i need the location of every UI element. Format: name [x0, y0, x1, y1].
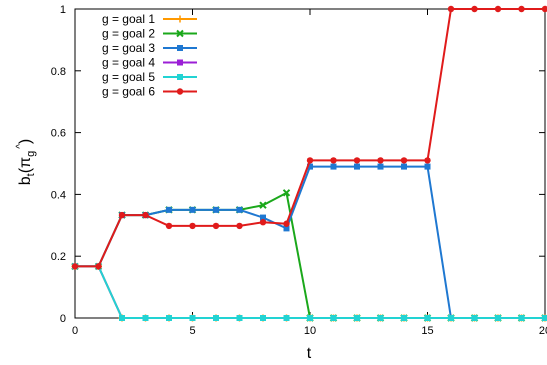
data-point: [354, 163, 360, 170]
y-tick-label: 0.4: [51, 189, 66, 201]
data-point: [541, 5, 547, 13]
data-point: [236, 315, 243, 321]
data-point: [166, 315, 172, 321]
data-point: [236, 206, 243, 213]
data-point: [71, 263, 79, 270]
series-goal-5: [72, 263, 547, 321]
data-point: [471, 5, 478, 13]
y-axis-title-main: b: [17, 176, 34, 185]
y-tick-label: 0.2: [51, 251, 66, 263]
legend-marker: [177, 45, 183, 51]
data-point: [424, 163, 431, 170]
data-point: [283, 225, 290, 232]
y-axis-title-arg-sub: g: [25, 151, 37, 157]
data-point: [307, 163, 313, 170]
y-tick-label: 0.8: [51, 66, 66, 78]
legend-marker: [176, 15, 184, 23]
y-tick-label: 1: [60, 4, 66, 16]
data-point: [213, 315, 219, 321]
data-point: [377, 157, 384, 164]
data-point: [542, 315, 547, 321]
data-point: [424, 315, 431, 321]
data-point: [118, 211, 126, 219]
data-point: [306, 157, 314, 164]
legend-marker: [177, 59, 183, 66]
y-axis-title-arg-sup: ^: [15, 144, 26, 149]
series-lines: [71, 5, 547, 322]
series-line: [75, 165, 545, 319]
data-point: [212, 222, 220, 230]
data-point: [259, 219, 267, 226]
data-point: [330, 157, 337, 164]
data-point: [518, 315, 525, 321]
data-point: [213, 206, 219, 213]
tick-labels: 0 5 10 15 20 0 0.2 0.4 0.6 0.8 1: [51, 4, 547, 337]
y-axis-title: bt(πg ^): [15, 139, 37, 186]
data-point: [448, 315, 454, 321]
legend-label: g = goal 2: [102, 27, 155, 41]
data-point: [401, 163, 407, 170]
y-tick-label: 0.6: [51, 128, 66, 140]
legend-label: g = goal 1: [102, 12, 155, 26]
series-goal-2: [71, 189, 547, 322]
data-point: [354, 315, 360, 321]
data-point: [142, 315, 149, 321]
data-point: [495, 315, 501, 321]
legend-label: g = goal 3: [102, 41, 155, 55]
data-point: [283, 315, 290, 321]
data-point: [236, 222, 243, 230]
x-tick-label: 5: [189, 325, 195, 337]
data-point: [95, 263, 102, 270]
data-point: [189, 222, 196, 230]
data-point: [447, 5, 455, 13]
data-point: [142, 211, 149, 219]
legend: g = goal 1g = goal 2g = goal 3g = goal 4…: [102, 12, 197, 99]
y-axis-title-close: ): [17, 139, 34, 144]
data-point: [377, 315, 384, 321]
data-point: [165, 222, 173, 230]
legend-marker: [176, 29, 184, 38]
y-axis-title-sub: t: [25, 173, 37, 176]
data-point: [189, 206, 196, 213]
legend-marker: [177, 74, 183, 80]
x-axis-title: t: [307, 345, 312, 362]
data-point: [307, 315, 313, 321]
y-tick-label: 0: [60, 313, 66, 325]
x-tick-label: 0: [72, 325, 78, 337]
data-point: [494, 5, 502, 13]
data-point: [166, 206, 172, 213]
data-point: [330, 315, 337, 321]
y-axis-title-arg: (π: [17, 157, 34, 173]
data-point: [283, 220, 290, 227]
series-goal-6: [71, 5, 547, 270]
series-line: [75, 265, 545, 319]
x-tick-label: 15: [421, 325, 433, 337]
data-point: [119, 315, 125, 321]
legend-label: g = goal 4: [102, 56, 155, 70]
data-point: [353, 157, 361, 164]
data-point: [401, 315, 407, 321]
series-line: [75, 191, 545, 319]
x-tick-label: 10: [304, 325, 316, 337]
series-line: [75, 265, 545, 319]
data-point: [330, 163, 337, 170]
data-point: [189, 315, 196, 321]
data-point: [377, 163, 384, 170]
data-point: [259, 201, 267, 209]
legend-label: g = goal 6: [102, 85, 155, 99]
data-point: [400, 157, 408, 164]
x-tick-label: 20: [539, 325, 547, 337]
legend-marker: [176, 88, 184, 95]
data-point: [471, 315, 478, 321]
data-point: [260, 315, 266, 321]
data-point: [282, 189, 291, 197]
legend-label: g = goal 5: [102, 70, 155, 84]
series-line: [75, 265, 545, 319]
series-goal-3: [72, 163, 547, 321]
data-point: [260, 214, 266, 221]
data-point: [424, 157, 431, 164]
data-point: [518, 5, 525, 13]
